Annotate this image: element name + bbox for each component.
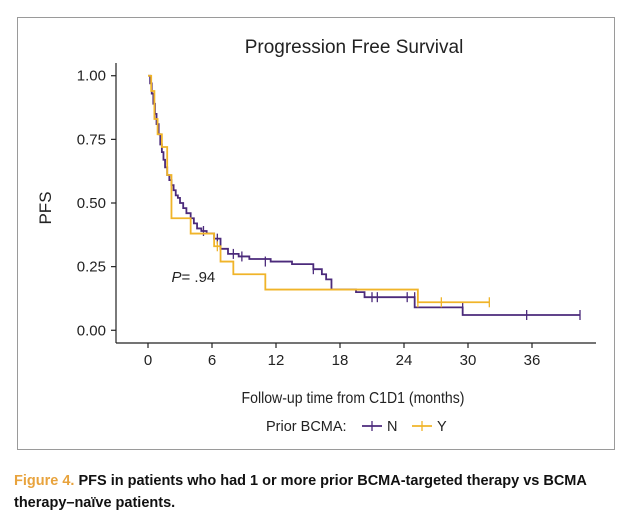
x-tick-label: 18 [332, 352, 349, 369]
km-chart: Progression Free Survival 0.000.250.500.… [36, 37, 596, 435]
legend-title: Prior BCMA: [266, 419, 347, 435]
x-tick-label: 6 [208, 352, 216, 369]
legend-label-Y: Y [437, 419, 447, 435]
caption-text: PFS in patients who had 1 or more prior … [14, 473, 587, 511]
plot-area: 0.00 0.25 0.50 0.75 1.00 0 6 12 18 24 30 36 P= .94 [77, 63, 596, 369]
series-line-N [148, 74, 580, 316]
x-tick-label: 36 [524, 352, 541, 369]
y-tick-label: 1.00 [77, 68, 106, 85]
series-line-Y [148, 74, 490, 304]
y-tick-label: 0.25 [77, 259, 106, 276]
x-tick-label: 12 [268, 352, 285, 369]
chart-title: Progression Free Survival [245, 37, 464, 58]
x-tick-label: 24 [396, 352, 413, 369]
figure-caption: Figure 4. PFS in patients who had 1 or m… [14, 470, 626, 514]
caption-label: Figure 4. [14, 473, 75, 489]
y-tick-label: 0.50 [77, 195, 106, 212]
y-axis-label: PFS [36, 191, 55, 224]
figure-frame: Progression Free Survival 0.00 0.25 0.50 0.… [17, 17, 615, 450]
x-axis-label: Follow-up time from C1D1 (months) [242, 389, 465, 407]
x-tick-label: 30 [460, 352, 477, 369]
x-tick-label: 0 [144, 352, 152, 369]
p-value-annotation: P= .94 [171, 269, 215, 286]
y-tick-label: 0.00 [77, 322, 106, 339]
legend: Prior BCMA: N Y [266, 419, 447, 435]
legend-label-N: N [387, 419, 397, 435]
y-tick-label: 0.75 [77, 131, 106, 148]
